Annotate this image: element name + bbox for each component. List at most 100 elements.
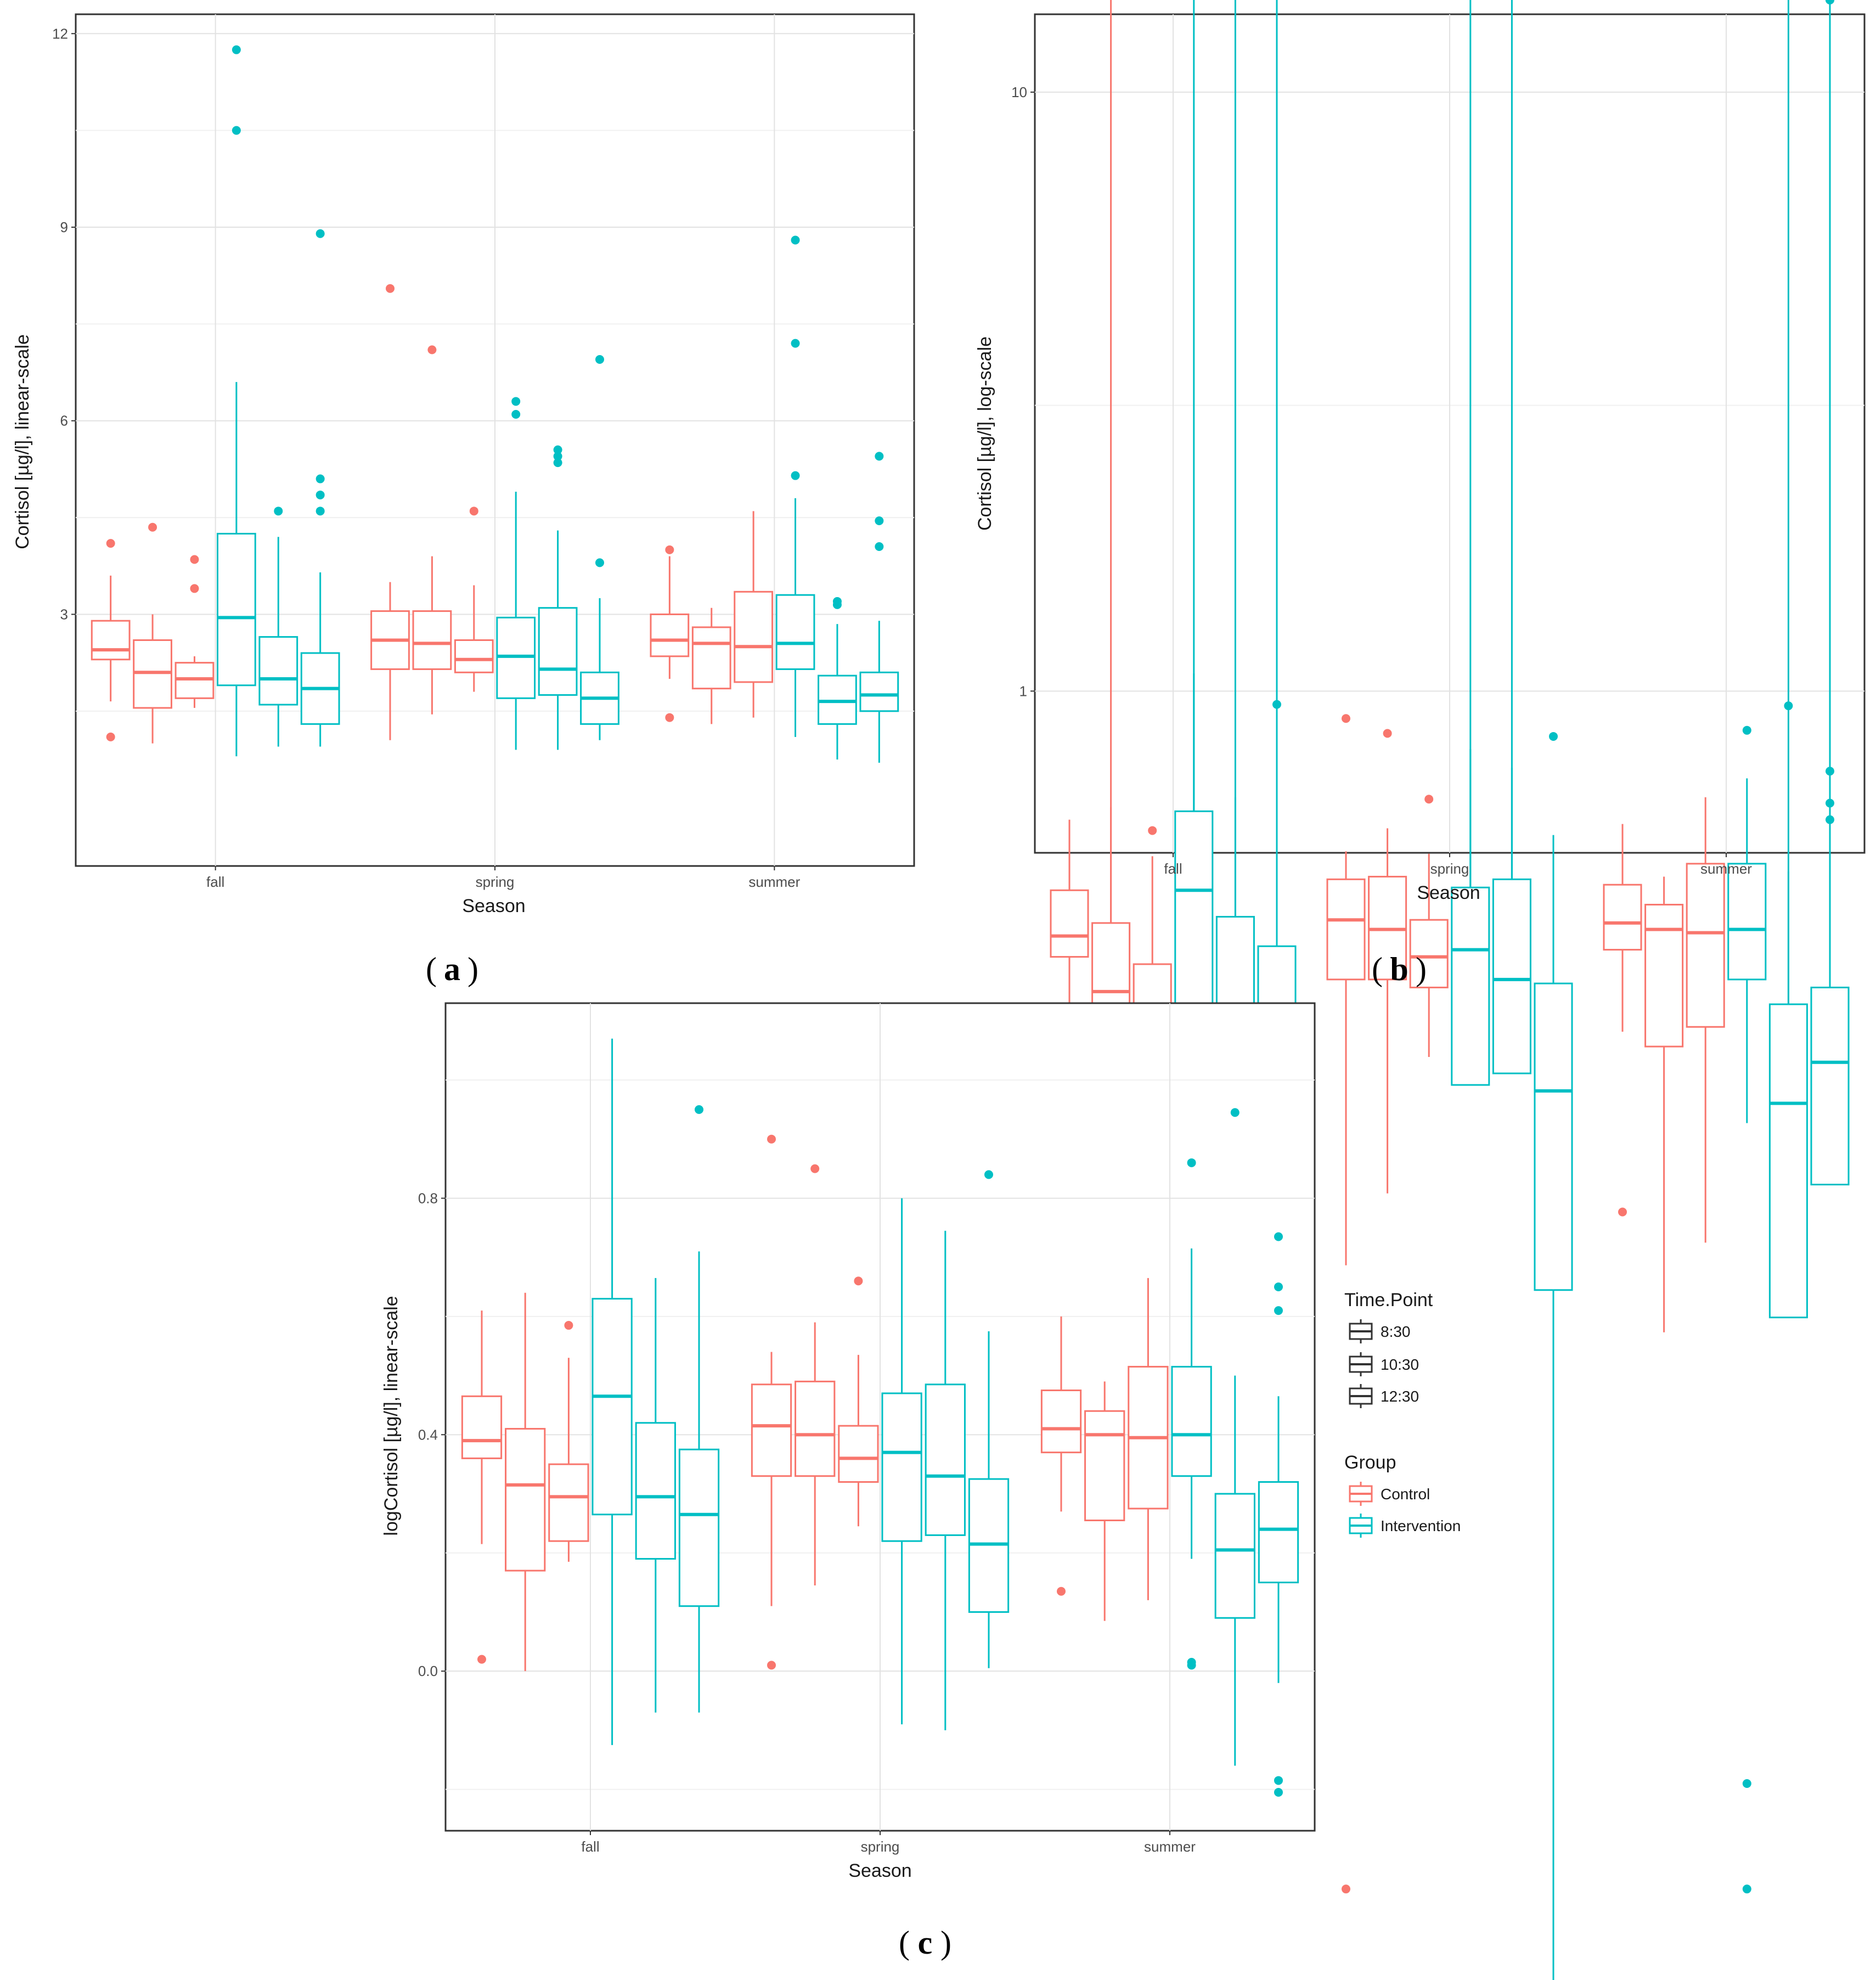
box-iqr (734, 590, 774, 683)
box-spring-intervention-1030 (538, 445, 578, 750)
box-iqr (258, 636, 298, 706)
outlier-point (695, 1105, 703, 1114)
box-iqr (1768, 1003, 1808, 1319)
outlier-point (791, 235, 800, 245)
outlier-point (1272, 700, 1281, 709)
outlier-point (791, 471, 800, 480)
legend-group-item-control: Control (1349, 1482, 1430, 1506)
box-iqr (1040, 1390, 1082, 1454)
outlier-point (1057, 1587, 1066, 1596)
legend-time-item-830: 8:30 (1349, 1319, 1411, 1343)
panel-label-b-letter: b (1390, 951, 1408, 987)
box-iqr (838, 1425, 879, 1483)
panel-c-x-tick-label: fall (581, 1838, 599, 1855)
panel-a-y-tick-label: 6 (60, 413, 68, 429)
box-iqr (795, 1380, 836, 1477)
box-iqr (1603, 884, 1642, 951)
outlier-point (665, 713, 674, 722)
box-spring-intervention-1230 (968, 1170, 1010, 1668)
outlier-point (511, 397, 521, 406)
box-summer-intervention-1030 (818, 597, 857, 760)
outlier-point (386, 284, 395, 293)
outlier-point (106, 539, 115, 548)
box-spring-intervention-1230 (1534, 732, 1573, 1980)
box-fall-intervention-1030 (258, 507, 298, 747)
box-spring-control-830 (370, 284, 410, 740)
outlier-point (553, 458, 562, 468)
box-fall-control-830 (91, 539, 131, 741)
box-iqr (635, 1422, 676, 1560)
box-iqr (1409, 919, 1449, 988)
outlier-point (665, 545, 674, 554)
panel-b-y-tick-label: 10 (1011, 84, 1027, 100)
panel-a-gridlines (76, 14, 914, 866)
box-summer-control-1030 (691, 608, 731, 724)
outlier-point (1618, 1207, 1627, 1217)
panel-c-x-axis-label: Season (848, 1860, 911, 1881)
box-iqr (751, 1383, 792, 1477)
outlier-point (190, 584, 199, 593)
box-iqr (461, 1395, 503, 1459)
box-spring-intervention-1030 (925, 1230, 966, 1730)
box-iqr (1492, 878, 1531, 1075)
box-spring-control-830 (1326, 714, 1366, 1894)
panel-a-x-tick-label: spring (476, 874, 515, 890)
box-summer-control-830 (650, 545, 690, 722)
legend-time-item-1030: 10:30 (1349, 1352, 1419, 1376)
outlier-point (1742, 1885, 1751, 1894)
box-iqr (454, 639, 494, 673)
outlier-point (791, 339, 800, 348)
box-iqr (505, 1428, 546, 1572)
box-summer-control-1230 (1686, 797, 1725, 1243)
panel-a-boxes (91, 45, 899, 763)
outlier-point (1424, 795, 1434, 804)
box-fall-control-1230 (548, 1321, 589, 1562)
outlier-point (274, 507, 283, 516)
box-summer-intervention-830 (1727, 725, 1767, 1894)
box-iqr (678, 1448, 720, 1607)
box-iqr (1727, 863, 1767, 981)
box-summer-control-830 (1040, 1316, 1082, 1596)
box-iqr (691, 626, 731, 690)
panel-a-y-axis-label: Cortisol [µg/l], linear-scale (12, 334, 33, 549)
outlier-point (232, 126, 241, 135)
box-fall-intervention-830 (1174, 0, 1214, 1038)
box-iqr (1050, 889, 1089, 958)
outlier-point (1274, 1306, 1283, 1315)
outlier-point (469, 507, 478, 516)
svg-text:): ) (940, 1925, 951, 1961)
panel-b-x-ticks: fall spring summer (1164, 853, 1752, 877)
box-iqr (591, 1298, 633, 1516)
box-summer-intervention-1230 (1258, 1232, 1299, 1797)
legend-time-item-1230: 12:30 (1349, 1384, 1419, 1408)
legend-group-key-control (1349, 1482, 1373, 1506)
box-fall-intervention-830 (591, 1038, 633, 1745)
panel-c-gridlines (446, 1003, 1315, 1831)
outlier-point (875, 516, 884, 525)
outlier-point (190, 555, 199, 564)
box-fall-intervention-1030 (635, 1278, 676, 1713)
outlier-point (564, 1321, 573, 1330)
panel-label-c: ( c ) (899, 1925, 951, 1961)
legend-time-label-1230: 12:30 (1381, 1388, 1419, 1405)
panel-c-y-tick-label: 0.0 (418, 1663, 438, 1679)
outlier-point (316, 507, 325, 516)
outlier-point (767, 1661, 776, 1670)
outlier-point (553, 452, 562, 461)
outlier-point (1274, 1282, 1283, 1292)
svg-text:(: ( (426, 951, 437, 987)
panel-c-boxplot: 0.0 0.4 0.8 fall spring summer Season logCor… (381, 1002, 1316, 1881)
outlier-point (106, 732, 115, 741)
panel-a-x-axis-label: Season (462, 896, 525, 916)
box-iqr (775, 594, 815, 670)
box-spring-control-1030 (795, 1164, 836, 1585)
legend-group-item-intervention: Intervention (1349, 1514, 1461, 1538)
panel-a-x-ticks: fall spring summer (206, 866, 801, 890)
outlier-point (810, 1164, 820, 1173)
box-iqr (925, 1383, 966, 1536)
panel-b-y-axis-label: Cortisol [µg/l], log-scale (974, 336, 995, 531)
panel-label-c-letter: c (918, 1925, 933, 1961)
panel-a-x-tick-label: fall (206, 874, 224, 890)
legend-time-label-1030: 10:30 (1381, 1356, 1419, 1373)
